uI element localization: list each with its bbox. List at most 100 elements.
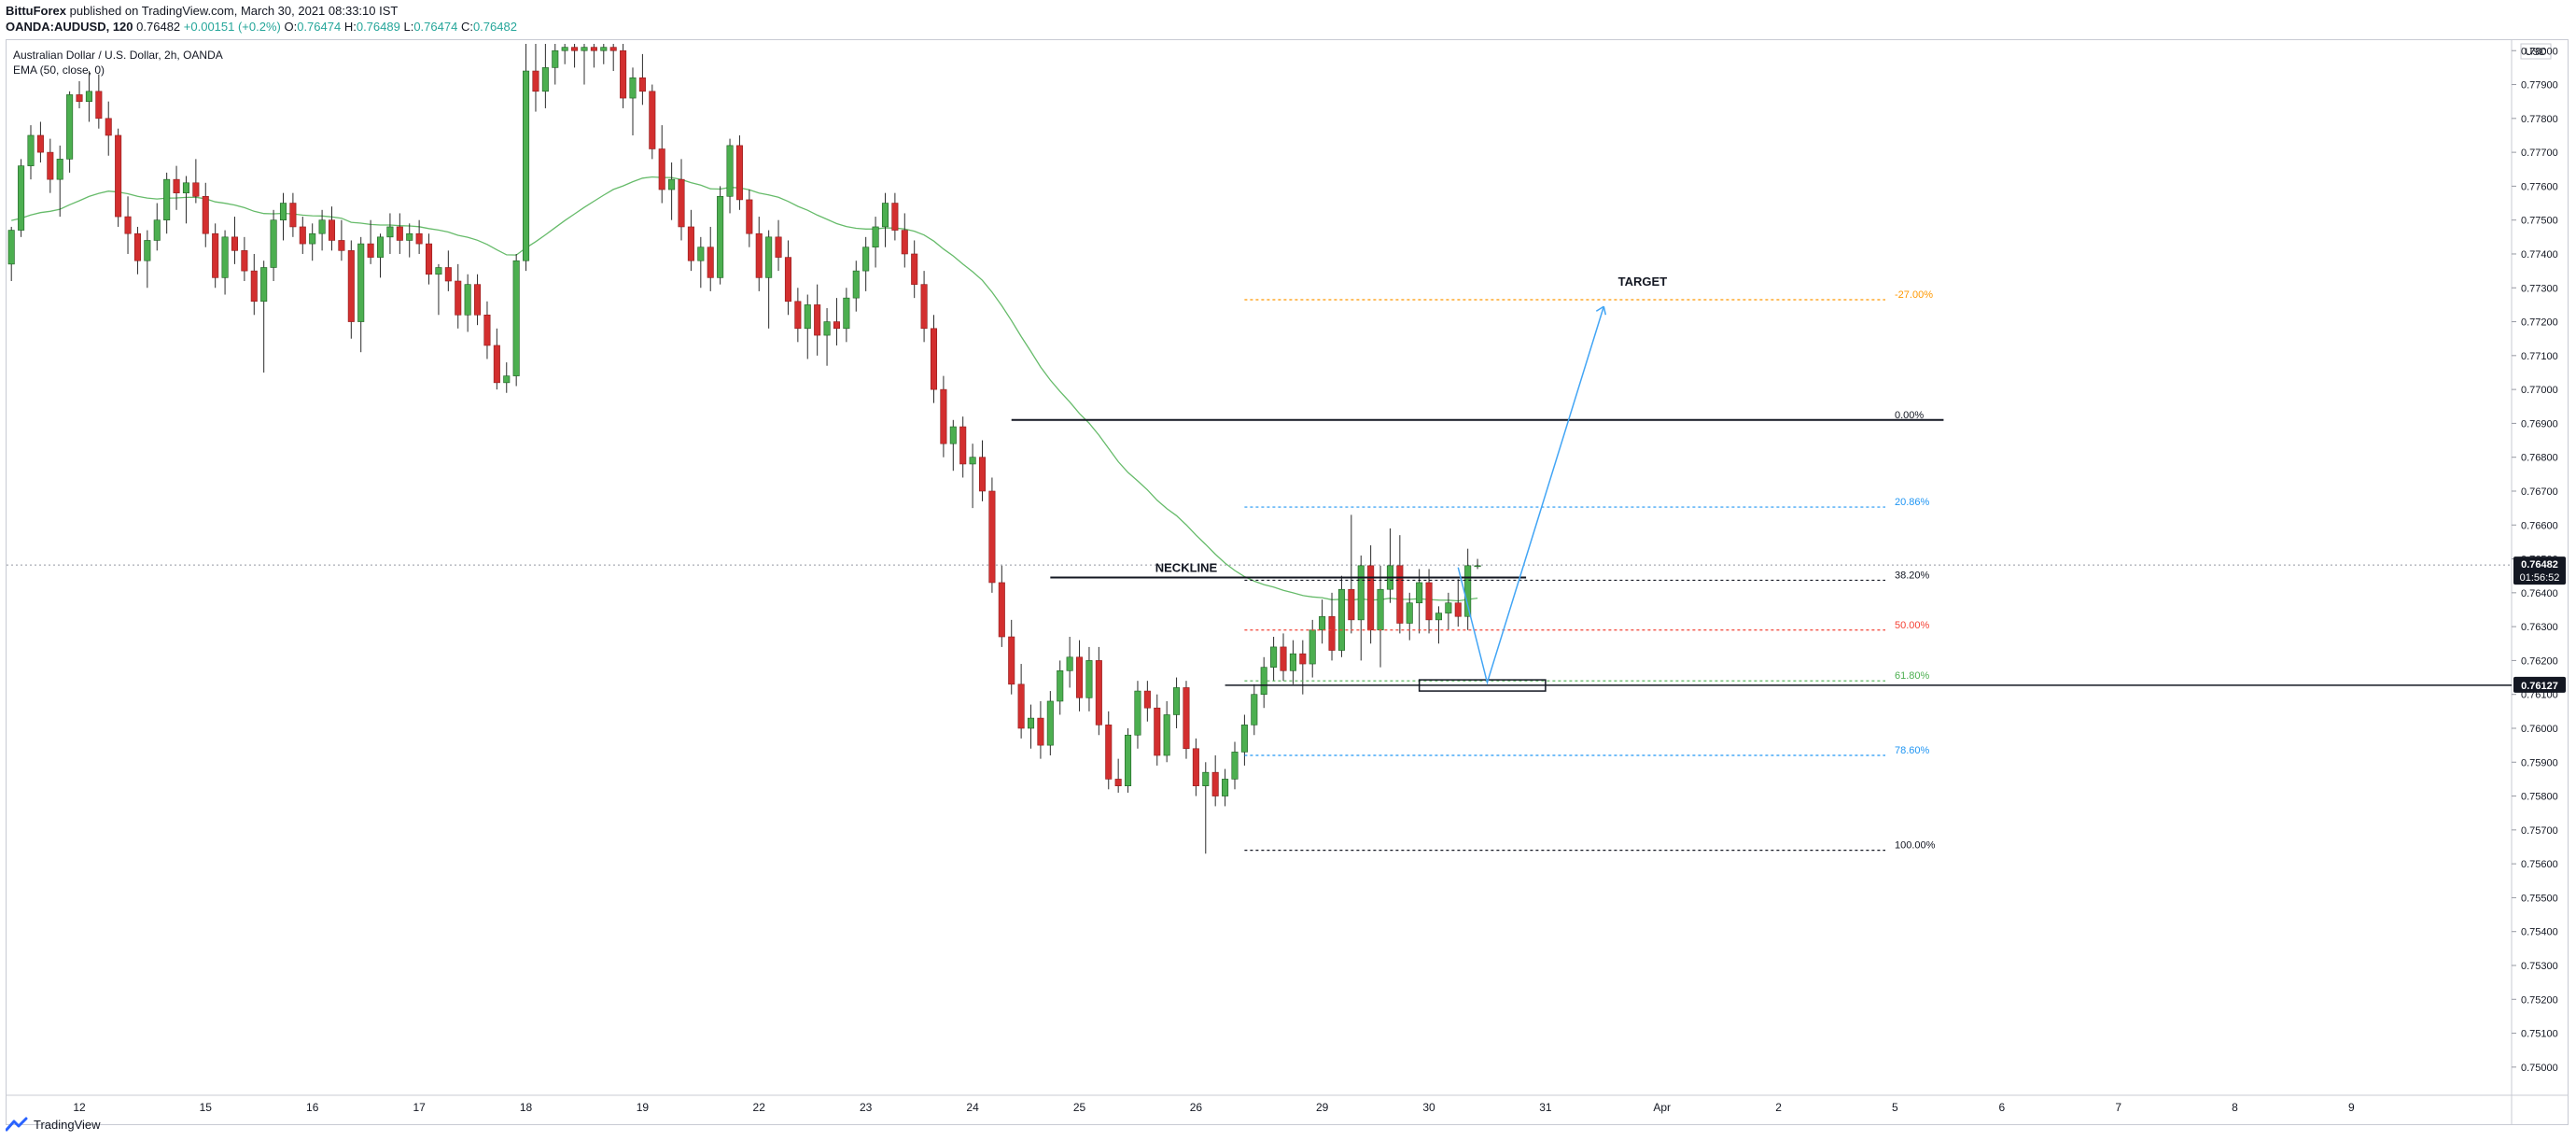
candle-down (590, 47, 597, 51)
candle-up (182, 182, 189, 193)
y-tick-label: 0.75200 (2521, 994, 2558, 1006)
candle-down (1114, 779, 1122, 786)
x-tick-label: 26 (1190, 1101, 1203, 1114)
y-tick-label: 0.76700 (2521, 486, 2558, 498)
candle-up (357, 243, 365, 322)
y-tick-label: 0.75400 (2521, 927, 2558, 938)
candle-up (1377, 588, 1384, 631)
currency-box (2520, 43, 2552, 60)
candle-down (814, 304, 821, 336)
candle-down (833, 321, 840, 330)
candle-down (426, 243, 433, 275)
candle-down (444, 267, 452, 282)
candle-up (1357, 565, 1365, 621)
symbol-ohlc: OANDA:AUDUSD, 120 0.76482 +0.00151 (+0.2… (6, 20, 517, 34)
candle-up (804, 304, 811, 330)
candle-up (1125, 734, 1132, 786)
candle-down (959, 426, 967, 465)
candle-up (221, 236, 229, 278)
footer-brand-label: TradingView (34, 1117, 101, 1132)
candle-down (1143, 690, 1151, 709)
candle-up (1319, 615, 1326, 631)
candle-up (862, 247, 870, 272)
candle-down (1396, 565, 1404, 624)
candle-down (367, 243, 374, 258)
candle-up (1270, 646, 1278, 668)
x-tick-label: 7 (2115, 1101, 2121, 1114)
candle-up (1231, 752, 1239, 780)
candle-down (212, 232, 219, 278)
candle-down (658, 148, 665, 190)
candle-up (1309, 629, 1316, 665)
x-tick-label: 22 (753, 1101, 766, 1114)
candle-up (843, 297, 850, 330)
candle-down (347, 250, 355, 322)
candle-down (1095, 660, 1102, 725)
candle-down (1192, 748, 1199, 786)
candle-down (483, 314, 491, 346)
candle-up (1416, 582, 1423, 604)
chart-frame[interactable]: USD 0.78000 0.77900 0.77800 0.77700 0.77600 0.… (6, 39, 2569, 1125)
candle-up (697, 247, 705, 261)
candle-down (1105, 725, 1113, 780)
marked-price-label: 0.76127 (2521, 681, 2558, 692)
candle-down (415, 232, 423, 245)
candle-up (406, 232, 413, 241)
candle-down (1211, 771, 1219, 796)
candle-down (571, 47, 579, 51)
candle-up (726, 145, 734, 197)
y-tick-label: 0.76300 (2521, 622, 2558, 633)
candle-down (609, 47, 617, 51)
x-tick-label: 29 (1316, 1101, 1329, 1114)
candle-up (1406, 602, 1413, 624)
candle-down (1454, 602, 1462, 617)
candle-up (1163, 714, 1170, 756)
candle-up (552, 49, 559, 68)
candle-up (1085, 660, 1093, 698)
close-label: C: (460, 20, 473, 34)
fib-level-label: 0.00% (1895, 410, 1924, 421)
candle-down (978, 457, 987, 492)
candle-down (1076, 656, 1084, 698)
candle-down (338, 240, 345, 251)
x-tick-label: 17 (413, 1101, 426, 1114)
fib-level-label: 50.00% (1895, 620, 1930, 631)
candle-up (1066, 656, 1073, 671)
x-tick-label: 6 (1998, 1101, 2005, 1114)
candle-up (1251, 694, 1258, 725)
x-tick-label: 30 (1422, 1101, 1435, 1114)
publish-date: published on TradingView.com, March 30, … (69, 4, 399, 18)
candle-up (1222, 779, 1229, 796)
candle-down (1367, 565, 1375, 631)
candle-up (464, 284, 471, 316)
candle-down (755, 232, 763, 278)
neckline-label: NECKLINE (1155, 561, 1218, 575)
bar-countdown: 01:56:52 (2520, 572, 2560, 584)
currency-label: USD (2525, 47, 2546, 58)
candle-up (386, 226, 394, 238)
candle-down (474, 284, 482, 316)
x-tick-label: Apr (1653, 1101, 1671, 1114)
candle-up (1057, 670, 1064, 702)
candle-up (27, 134, 35, 166)
candle-up (318, 219, 326, 234)
y-tick-label: 0.77500 (2521, 216, 2558, 227)
y-tick-label: 0.75700 (2521, 825, 2558, 837)
candle-down (241, 250, 248, 272)
y-tick-label: 0.76200 (2521, 655, 2558, 667)
chart-title: Australian Dollar / U.S. Dollar, 2h, OAN… (13, 49, 223, 62)
projection-path (1457, 305, 1605, 685)
candle-down (901, 230, 908, 255)
candle-down (988, 490, 996, 584)
candle-down (231, 236, 238, 251)
candle-down (746, 199, 753, 234)
y-tick-label: 0.77000 (2521, 385, 2558, 396)
y-tick-label: 0.77900 (2521, 80, 2558, 92)
y-tick-label: 0.77800 (2521, 114, 2558, 125)
candle-up (872, 226, 879, 248)
y-tick-label: 0.76900 (2521, 418, 2558, 430)
candle-down (105, 118, 112, 136)
indicator-label[interactable]: EMA (50, close, 0) (13, 63, 105, 77)
y-tick-label: 0.75000 (2521, 1063, 2558, 1074)
